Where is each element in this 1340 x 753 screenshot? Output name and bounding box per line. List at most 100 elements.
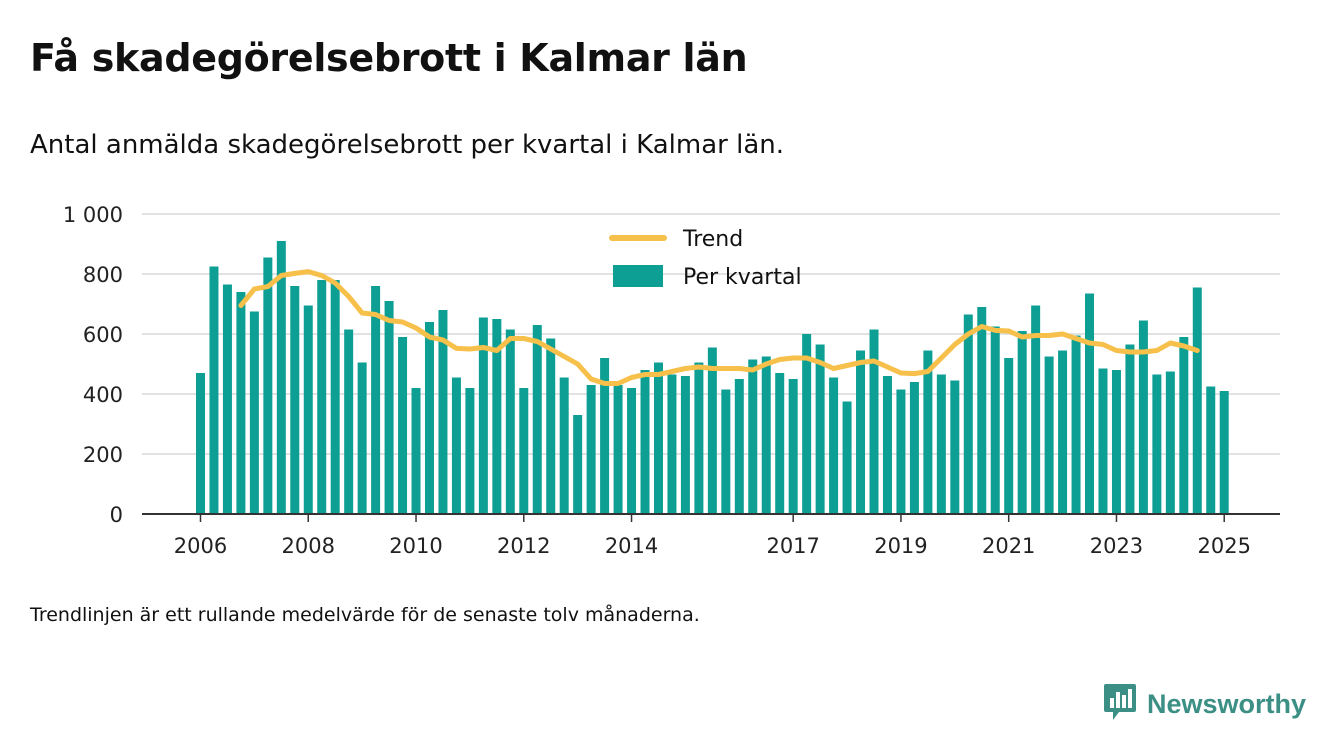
legend-bars-label: Per kvartal bbox=[683, 265, 802, 290]
bar bbox=[802, 334, 812, 514]
y-tick-label: 200 bbox=[83, 443, 123, 467]
bar bbox=[1192, 287, 1202, 514]
bar bbox=[384, 301, 394, 514]
x-tick-label: 2019 bbox=[874, 534, 927, 558]
bar bbox=[963, 314, 973, 514]
bar bbox=[923, 350, 933, 514]
bar bbox=[829, 377, 839, 514]
bar bbox=[842, 401, 852, 514]
trend-line bbox=[238, 269, 1200, 386]
bar bbox=[748, 359, 758, 514]
bar bbox=[1219, 391, 1229, 514]
chart-subtitle: Antal anmälda skadegörelsebrott per kvar… bbox=[30, 130, 785, 160]
x-tick-label: 2010 bbox=[389, 534, 442, 558]
bar bbox=[1085, 293, 1095, 514]
bar bbox=[1004, 358, 1014, 514]
bar bbox=[1071, 335, 1081, 514]
bar bbox=[451, 377, 461, 514]
bar bbox=[357, 362, 367, 514]
bar bbox=[330, 280, 340, 514]
bar bbox=[505, 329, 515, 514]
footnote: Trendlinjen är ett rullande medelvärde f… bbox=[30, 604, 700, 626]
x-tick-label: 2023 bbox=[1090, 534, 1143, 558]
bar bbox=[1138, 320, 1148, 514]
bar bbox=[546, 338, 556, 514]
bar bbox=[721, 389, 731, 514]
bar bbox=[317, 280, 327, 514]
y-tick-label: 0 bbox=[110, 503, 123, 527]
x-tick-label: 2014 bbox=[605, 534, 658, 558]
x-tick-label: 2008 bbox=[282, 534, 335, 558]
bar bbox=[196, 373, 205, 514]
bar bbox=[950, 380, 960, 514]
bar bbox=[398, 337, 408, 514]
legend-trend-label: Trend bbox=[682, 227, 743, 252]
bar bbox=[263, 257, 273, 514]
bar bbox=[276, 241, 286, 514]
bar bbox=[1111, 370, 1121, 514]
x-tick-label: 2021 bbox=[982, 534, 1035, 558]
bar bbox=[707, 347, 717, 514]
bar bbox=[209, 266, 219, 514]
bar bbox=[1206, 386, 1216, 514]
bar bbox=[882, 376, 892, 514]
bar bbox=[236, 292, 246, 514]
y-tick-label: 1 000 bbox=[63, 203, 123, 227]
bar bbox=[775, 373, 785, 514]
legend-bars-swatch bbox=[613, 265, 663, 287]
bar bbox=[990, 326, 1000, 514]
bar bbox=[586, 385, 596, 514]
x-tick-label: 2012 bbox=[497, 534, 550, 558]
bar bbox=[869, 329, 879, 514]
brand-name: Newsworthy bbox=[1147, 688, 1307, 719]
bar bbox=[371, 286, 381, 514]
bar bbox=[290, 286, 300, 514]
newsworthy-logo-icon bbox=[1103, 682, 1137, 726]
bar bbox=[573, 415, 583, 514]
y-axis-ticks: 0 200 400 600 800 1 000 bbox=[63, 203, 123, 527]
bar bbox=[478, 317, 488, 514]
bar bbox=[667, 374, 677, 514]
bar bbox=[303, 305, 313, 514]
x-axis: 2006 2008 2010 2012 2014 2017 2019 2021 2023 2025 bbox=[142, 513, 1280, 558]
trend-path bbox=[238, 269, 1200, 386]
bar bbox=[640, 370, 650, 514]
bar bbox=[600, 358, 610, 514]
legend: Trend Per kvartal bbox=[609, 227, 802, 290]
bar bbox=[1125, 344, 1135, 514]
bar bbox=[734, 379, 744, 514]
bar bbox=[788, 379, 798, 514]
bar bbox=[438, 310, 448, 514]
bar bbox=[977, 307, 987, 514]
bar bbox=[465, 388, 475, 514]
bar bbox=[936, 374, 946, 514]
bar bbox=[856, 350, 866, 514]
bar bbox=[424, 322, 434, 514]
bar bbox=[532, 325, 542, 514]
bar bbox=[1165, 371, 1175, 514]
bar bbox=[1179, 337, 1189, 514]
brand: Newsworthy bbox=[1103, 682, 1306, 726]
bar bbox=[222, 284, 232, 514]
bar bbox=[909, 382, 919, 514]
bar bbox=[344, 329, 354, 514]
bar bbox=[653, 362, 663, 514]
x-tick-label: 2006 bbox=[174, 534, 227, 558]
bar bbox=[1152, 374, 1162, 514]
bar bbox=[1044, 356, 1054, 514]
bars bbox=[196, 241, 1229, 514]
chart-title: Få skadegörelsebrott i Kalmar län bbox=[30, 36, 748, 80]
bar bbox=[761, 356, 771, 514]
bar bbox=[627, 388, 637, 514]
bar bbox=[411, 388, 421, 514]
bar bbox=[1031, 305, 1041, 514]
y-tick-label: 400 bbox=[83, 383, 123, 407]
bar bbox=[249, 311, 259, 514]
x-tick-label: 2017 bbox=[766, 534, 819, 558]
y-tick-label: 600 bbox=[83, 323, 123, 347]
bar bbox=[1017, 331, 1027, 514]
bar bbox=[492, 319, 502, 514]
bar bbox=[613, 385, 623, 514]
bar bbox=[519, 388, 529, 514]
bar bbox=[896, 389, 906, 514]
